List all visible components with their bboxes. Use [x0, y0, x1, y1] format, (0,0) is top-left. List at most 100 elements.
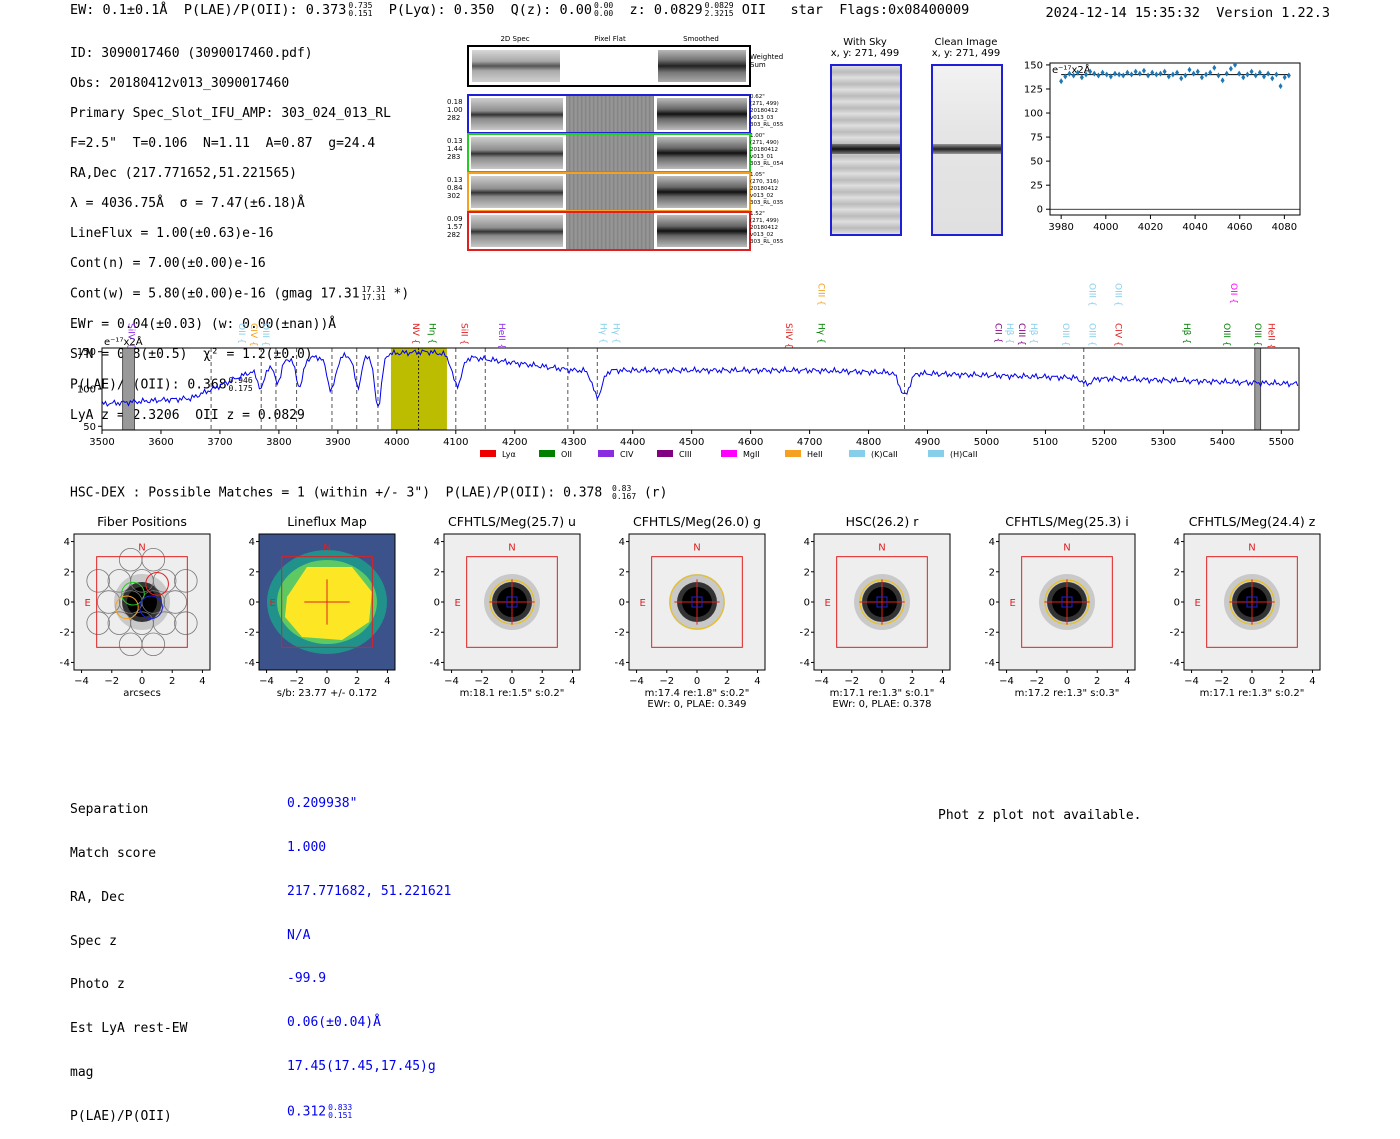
panel-xtick-label: −2 — [844, 676, 859, 687]
panel-ytick-label: 4 — [619, 537, 625, 548]
label-separation: Separation — [70, 802, 149, 818]
with-sky-xy: x, y: 271, 499 — [830, 48, 900, 59]
info-primary: Primary Spec_Slot_IFU_AMP: 303_024_013_R… — [70, 106, 391, 121]
spectrum-xtick-label: 4700 — [797, 437, 822, 448]
spectral-line-label: CIII { — [815, 283, 825, 306]
match-box — [506, 596, 518, 608]
z-hi: 0.0829 — [704, 1, 734, 10]
panel-xtick-label: −2 — [289, 676, 304, 687]
spectral-line-name: CIII { — [1016, 323, 1026, 346]
spectrum-xtick-label: 5400 — [1210, 437, 1235, 448]
spectrum-xtick-label: 3800 — [266, 437, 291, 448]
ew-value: EW: 0.1±0.1Å — [70, 2, 168, 18]
panel-title: CFHTLS/Meg(25.3) i — [1005, 514, 1129, 529]
value-plae-lo: 0.151 — [328, 1110, 353, 1120]
cutout-left-1: 0.84 — [447, 184, 463, 192]
cutout-right-3: v013_02 — [750, 232, 774, 238]
panel-ytick-label: 2 — [619, 567, 625, 578]
match-values: 0.209938" 1.000 217.771682, 51.221621 N/… — [287, 768, 451, 1134]
north-label: N — [693, 543, 700, 554]
panel-ytick-label: −2 — [245, 628, 255, 639]
cutout-right-0: 1.52" — [750, 211, 765, 217]
search-box — [1206, 556, 1298, 648]
spectrum-xtick-label: 4400 — [620, 437, 645, 448]
panel-xtick-label: −4 — [814, 676, 829, 687]
panel-xtick-label: 0 — [694, 676, 700, 687]
info-plae-hi: 0.946 — [228, 376, 253, 385]
clean-image-trace — [933, 144, 1001, 154]
hsc-hi: 0.83 — [612, 484, 632, 493]
zoom-data-point — [1108, 73, 1113, 80]
zoom-xtick-label: 4080 — [1272, 222, 1297, 233]
cutout-left-1: 1.57 — [447, 223, 463, 231]
cutout-pixel-flat — [566, 174, 654, 210]
legend-swatch — [539, 450, 555, 457]
panel-xtick-label: −2 — [474, 676, 489, 687]
panel-caption: m:18.1 re:1.5" s:0.2" — [460, 688, 565, 699]
spectral-line-name: OII { — [236, 323, 246, 344]
legend-label: (H)CaII — [950, 450, 977, 459]
east-label: E — [1195, 598, 1201, 609]
hsc-dex-line: HSC-DEX : Possible Matches = 1 (within +… — [70, 485, 667, 501]
panel-caption: m:17.2 re:1.3" s:0.3" — [1015, 688, 1120, 699]
cutout-right-2: 20180412 — [750, 225, 778, 231]
timestamp-version: 2024-12-14 15:35:32 Version 1.22.3 — [1045, 5, 1330, 21]
value-plae-text: 0.312 — [287, 1104, 327, 1120]
spectral-line-name: NV { — [410, 323, 420, 344]
spectral-line-label: Hη { — [426, 323, 436, 344]
label-match-score: Match score — [70, 845, 157, 861]
zoom-data-point — [1112, 70, 1117, 77]
east-label: E — [825, 598, 831, 609]
label-photo-z: Photo z — [70, 977, 125, 993]
spectrum-xtick-label: 5100 — [1033, 437, 1058, 448]
spectral-line-name: Hγ { — [610, 323, 620, 344]
spectral-line-name: SiIV { — [783, 323, 793, 349]
spectral-line-name: OIII { — [1221, 323, 1231, 347]
with-sky-image — [830, 64, 902, 236]
zoom-ytick-label: 125 — [1024, 84, 1043, 95]
clean-image — [931, 64, 1003, 236]
panel-xtick-label: 4 — [754, 676, 760, 687]
zoom-data-point — [1220, 77, 1225, 84]
panel-ytick-label: 2 — [64, 567, 70, 578]
cutout-smoothed — [657, 215, 747, 247]
panel-caption: m:17.1 re:1.3" s:0.1" — [830, 688, 935, 699]
match-labels: Separation Match score RA, Dec Spec z Ph… — [70, 774, 187, 1139]
value-radec: 217.771682, 51.221621 — [287, 883, 452, 899]
legend-swatch — [721, 450, 737, 457]
cutout-pixel-flat — [566, 96, 654, 132]
search-box — [836, 556, 928, 648]
cutout-2d-spec — [471, 137, 563, 169]
cutout-right-2: 20180412 — [750, 147, 778, 153]
legend-swatch — [480, 450, 496, 457]
panel-ytick-label: −4 — [985, 658, 995, 669]
spectrum-xtick-label: 4000 — [384, 437, 409, 448]
cutout-right-3: v013_01 — [750, 154, 774, 160]
info-contw: Cont(w) = 5.80(±0.00)e-16 (gmag 17.31 17.… — [70, 286, 409, 302]
fiber-circle — [97, 590, 121, 614]
panel-xtick-label: 4 — [569, 676, 575, 687]
cutout-left-2: 282 — [447, 114, 461, 122]
zoom-data-point — [1262, 73, 1267, 80]
spectrum-xtick-label: 4300 — [561, 437, 586, 448]
fiber-circle — [152, 611, 177, 635]
search-box — [466, 556, 558, 648]
spectrum-xtick-label: 3700 — [207, 437, 232, 448]
panel-ytick-label: −4 — [430, 658, 440, 669]
contw-hi: 17.31 — [361, 285, 386, 294]
panel-caption: s/b: 23.77 +/- 0.172 — [277, 688, 377, 699]
spectral-line-label: CIV { — [248, 323, 258, 347]
panel-ytick-label: 0 — [989, 598, 995, 609]
zoom-data-point — [1270, 75, 1275, 82]
zoom-data-point — [1216, 72, 1221, 79]
contw-tail: *) — [393, 286, 410, 302]
spectral-line-name: OIII { — [1252, 323, 1262, 347]
panel-ytick-label: −2 — [800, 628, 810, 639]
value-plae-hi: 0.833 — [328, 1102, 353, 1112]
panel-xtick-label: 0 — [1249, 676, 1255, 687]
cutout-2d-spec — [471, 98, 563, 130]
legend-swatch — [849, 450, 865, 457]
zoom-data-point — [1137, 70, 1142, 77]
cutout-smoothed — [657, 98, 747, 130]
photz-message: Phot z plot not available. — [938, 808, 1142, 823]
